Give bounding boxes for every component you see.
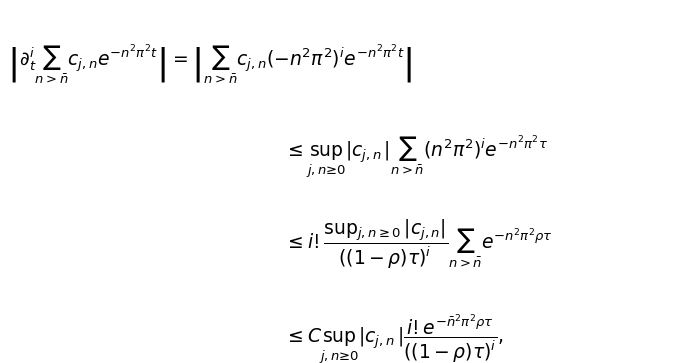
Text: $\leq \sup_{j,n\geq 0}|c_{j,n}|\sum_{n>\bar{n}}(n^2\pi^2)^i e^{-n^2\pi^2\tau}$: $\leq \sup_{j,n\geq 0}|c_{j,n}|\sum_{n>\… bbox=[284, 134, 547, 180]
Text: $\left|\partial_t^i \sum_{n>\bar{n}} c_{j,n}e^{-n^2\pi^2 t}\right| = \left|\sum_: $\left|\partial_t^i \sum_{n>\bar{n}} c_{… bbox=[7, 44, 412, 87]
Text: $\leq i!\dfrac{\mathrm{sup}_{j,n\geq 0}\,|c_{j,n}|}{((1-\rho)\tau)^{i}}\sum_{n>\: $\leq i!\dfrac{\mathrm{sup}_{j,n\geq 0}\… bbox=[284, 218, 552, 271]
Text: $\leq C\sup_{j,n\geq 0}|c_{j,n}|\dfrac{i!e^{-\bar{n}^2\pi^2\rho\tau}}{((1-\rho)\: $\leq C\sup_{j,n\geq 0}|c_{j,n}|\dfrac{i… bbox=[284, 312, 503, 363]
